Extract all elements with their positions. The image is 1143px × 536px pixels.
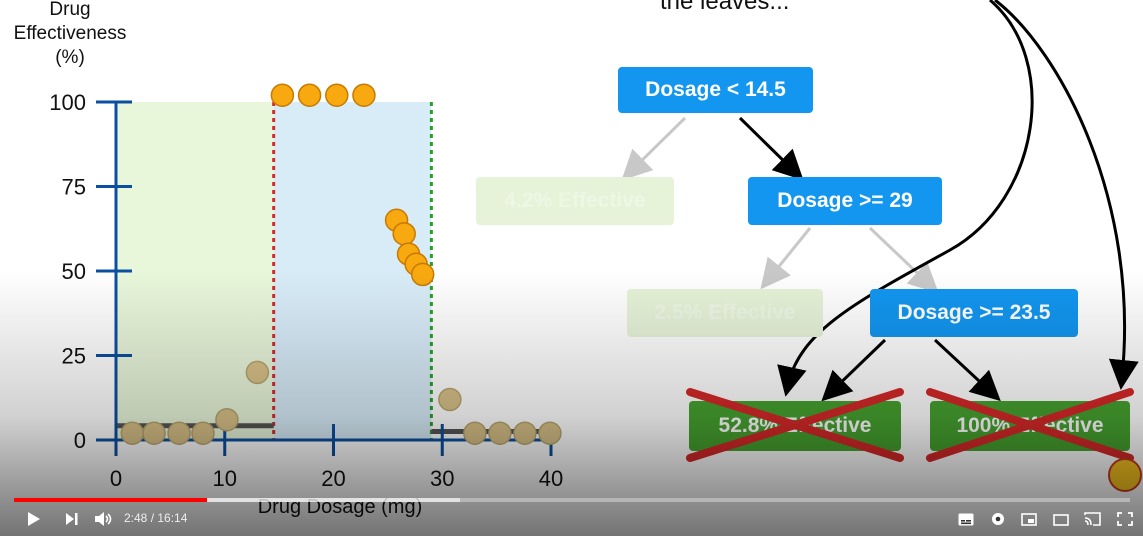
channel-logo [1108, 458, 1142, 492]
time-display: 2:48 / 16:14 [124, 511, 188, 525]
y-axis-label-line-2: Effectiveness [13, 23, 127, 44]
edge-root-leafleft [621, 116, 687, 181]
settings-icon[interactable] [990, 511, 1006, 527]
data-point-9 [352, 83, 376, 107]
progress-bar[interactable] [14, 498, 1130, 502]
tree-leaf-left: 4.2% Effective [476, 177, 674, 225]
play-icon[interactable] [26, 511, 42, 527]
progress-played [14, 498, 208, 502]
player-controls: 2:48 / 16:14 [0, 496, 1143, 536]
y-tick-label-3: 75 [62, 175, 86, 200]
y-axis-label-line-1: Drug [49, 0, 91, 20]
fullscreen-icon[interactable] [1117, 512, 1133, 526]
data-point-6 [270, 83, 295, 107]
tree-root-node: Dosage < 14.5 [618, 67, 813, 113]
edge-root-node2 [738, 116, 804, 181]
tree-node-2: Dosage >= 29 [748, 177, 942, 225]
data-point-8 [325, 83, 349, 107]
volume-icon[interactable] [94, 511, 114, 527]
y-axis-label-line-3: (%) [55, 47, 85, 68]
y-tick-label-4: 100 [49, 90, 86, 115]
data-point-7 [297, 83, 322, 107]
y-axis-label: Drug Effectiveness (%) [0, 0, 140, 70]
progress-buffered [14, 498, 461, 502]
cast-icon[interactable] [1084, 512, 1101, 526]
next-icon[interactable] [65, 512, 79, 526]
theater-icon[interactable] [1053, 514, 1069, 526]
miniplayer-icon[interactable] [1021, 513, 1037, 526]
top-caption: the leaves... [660, 0, 790, 15]
subtitles-icon[interactable] [958, 513, 974, 526]
